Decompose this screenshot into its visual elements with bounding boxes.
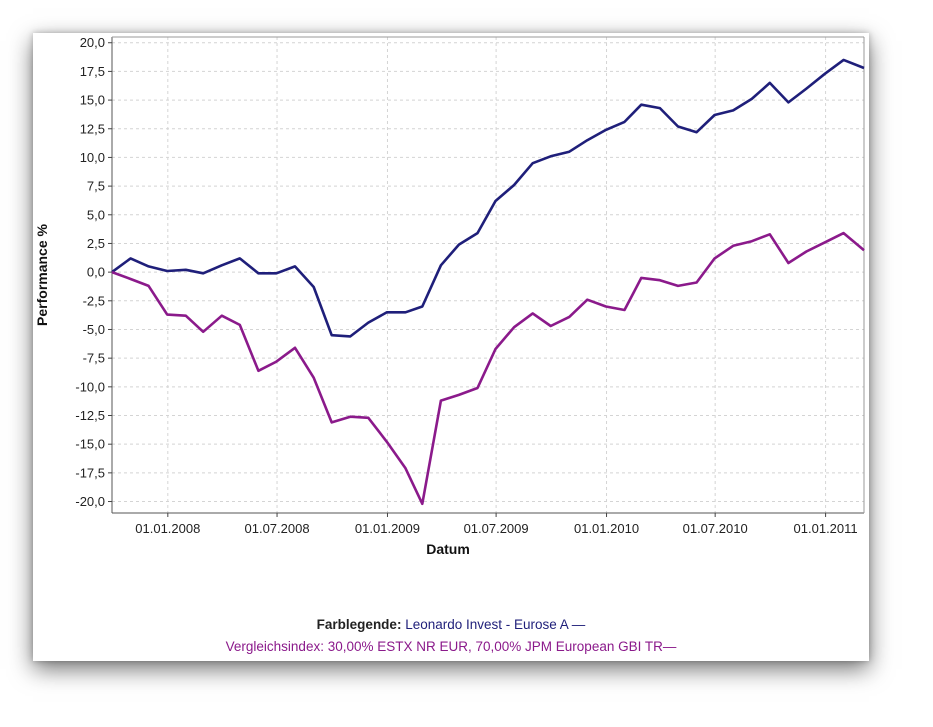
legend-series-2: Vergleichsindex: 30,00% ESTX NR EUR, 70,… (225, 639, 677, 654)
y-tick-label: -20,0 (75, 494, 105, 509)
legend: Farblegende: Leonardo Invest - Eurose A … (33, 617, 869, 632)
y-tick-label: 5,0 (87, 207, 105, 222)
legend-series-1: Leonardo Invest - Eurose A — (405, 617, 586, 632)
y-tick-label: 15,0 (80, 93, 105, 108)
y-axis-title: Performance % (34, 223, 50, 325)
y-tick-label: -7,5 (83, 351, 105, 366)
y-axis-ticks: 20,0 17,5 15,0 12,5 10,0 7,5 5,0 2,5 0,0 -2,5 -5,0… (75, 35, 112, 509)
x-axis-ticks: 01.01.2008 01.07.2008 01.01.2009 01.07.2009… (135, 513, 858, 536)
y-tick-label: -12,5 (75, 408, 105, 423)
x-tick-label: 01.07.2008 (245, 521, 310, 536)
y-tick-label: 7,5 (87, 179, 105, 194)
y-tick-label: -2,5 (83, 293, 105, 308)
y-tick-label: -5,0 (83, 322, 105, 337)
performance-chart: 20,0 17,5 15,0 12,5 10,0 7,5 5,0 2,5 0,0 -2,5 -5,0… (34, 35, 865, 557)
x-tick-label: 01.01.2008 (135, 521, 200, 536)
y-tick-label: 0,0 (87, 265, 105, 280)
x-tick-label: 01.01.2010 (574, 521, 639, 536)
x-tick-label: 01.07.2009 (464, 521, 529, 536)
legend-label: Farblegende: (316, 617, 402, 632)
x-tick-label: 01.07.2010 (683, 521, 748, 536)
x-tick-label: 01.01.2011 (794, 521, 858, 536)
y-tick-label: -10,0 (75, 379, 105, 394)
y-tick-label: 10,0 (80, 150, 105, 165)
series-lines (111, 58, 865, 506)
grid-lines (112, 37, 864, 513)
y-tick-label: -15,0 (75, 437, 105, 452)
series-line-2 (111, 231, 865, 506)
x-axis-title: Datum (426, 541, 470, 557)
legend-line-2: Vergleichsindex: 30,00% ESTX NR EUR, 70,… (33, 639, 869, 654)
y-tick-label: 12,5 (80, 121, 105, 136)
y-tick-label: -17,5 (75, 465, 105, 480)
series-line-1 (111, 58, 865, 338)
x-tick-label: 01.01.2009 (355, 521, 420, 536)
y-tick-label: 20,0 (80, 35, 105, 50)
y-tick-label: 17,5 (80, 64, 105, 79)
chart-frame: 20,0 17,5 15,0 12,5 10,0 7,5 5,0 2,5 0,0 -2,5 -5,0… (33, 33, 869, 661)
y-tick-label: 2,5 (87, 236, 105, 251)
axes (111, 36, 865, 514)
